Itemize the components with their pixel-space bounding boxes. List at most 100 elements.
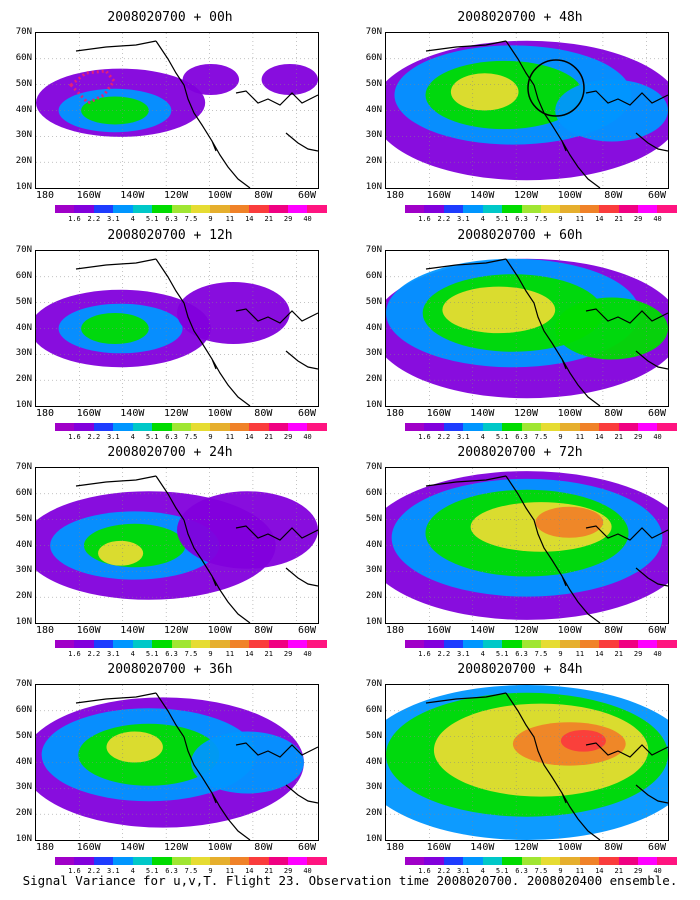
colorbar-swatch	[307, 857, 327, 865]
x-tick-label: 180	[35, 408, 55, 419]
y-tick-label: 50N	[365, 296, 382, 307]
colorbar-label: 2.2	[437, 867, 451, 875]
colorbar-swatch	[113, 857, 133, 865]
map-panel-36h: 2008020700 + 36h 70N 60N 50N 40N 30N 20N 10N 180…	[0, 662, 340, 877]
x-tick-label: 140W	[470, 842, 495, 853]
colorbar-label: 3.1	[106, 650, 120, 658]
y-tick-label: 70N	[15, 245, 32, 255]
colorbar-label: 1.6	[418, 433, 431, 441]
y-tick-label: 70N	[365, 245, 382, 255]
x-tick-label: 60W	[647, 190, 667, 201]
colorbar-swatch	[132, 205, 153, 213]
colorbar-label: 14	[245, 867, 254, 875]
colorbar-swatch	[521, 423, 541, 431]
colorbar-label: 1.6	[418, 650, 431, 658]
colorbar-swatch	[249, 857, 269, 865]
x-tick-label: 100W	[557, 408, 582, 419]
colorbar-label: 29	[283, 433, 293, 441]
colorbar-swatch	[463, 857, 483, 865]
coastline	[75, 692, 318, 840]
y-tick-label: 10N	[15, 834, 32, 844]
colorbar-swatch	[560, 205, 580, 213]
colorbar-label: 9	[558, 433, 563, 441]
colorbar-swatch	[307, 640, 327, 648]
colorbar-swatch	[579, 640, 600, 648]
colorbar-label: 7.5	[534, 650, 548, 658]
colorbar-swatch	[210, 857, 230, 865]
y-tick-label: 70N	[15, 462, 32, 472]
colorbar-swatch	[288, 640, 308, 648]
variance-contour-4	[555, 297, 668, 360]
colorbar-swatch	[579, 423, 600, 431]
colorbar-label: 7.5	[534, 867, 548, 875]
colorbar-label: 9	[208, 433, 213, 441]
colorbar-swatch	[190, 205, 211, 213]
y-tick-label: 30N	[15, 348, 32, 359]
colorbar-swatch	[229, 857, 250, 865]
colorbar-swatch	[618, 423, 639, 431]
colorbar-label: 14	[595, 867, 604, 875]
colorbar-label: 21	[264, 650, 273, 658]
colorbar-swatch	[540, 423, 561, 431]
x-tick-label: 160W	[76, 408, 101, 419]
variance-contour-2	[81, 313, 149, 344]
colorbar-swatch	[618, 857, 639, 865]
y-tick-label: 20N	[365, 808, 382, 819]
x-tick-label: 140W	[120, 408, 145, 419]
colorbar-swatch	[521, 205, 541, 213]
x-tick-label: 60W	[297, 842, 317, 853]
y-tick-label: 30N	[15, 130, 32, 141]
y-tick-label: 60N	[15, 52, 32, 63]
colorbar-label: 29	[283, 650, 293, 658]
colorbar-swatch	[55, 640, 75, 648]
y-tick-label: 20N	[365, 591, 382, 602]
x-tick-label: 80W	[254, 625, 273, 636]
colorbar-swatch	[74, 205, 94, 213]
colorbar-swatch	[268, 640, 289, 648]
colorbar-label: 7.5	[184, 650, 198, 658]
colorbar-swatch	[55, 857, 75, 865]
colorbar-label: 5.1	[145, 650, 159, 658]
colorbar-swatch	[229, 205, 250, 213]
variance-contour-4	[177, 491, 318, 569]
colorbar-label: 7.5	[534, 215, 548, 223]
colorbar-label: 6.3	[515, 215, 528, 223]
variance-contour-3	[442, 286, 556, 334]
colorbar-swatch	[463, 640, 483, 648]
x-tick-label: 180	[385, 625, 405, 636]
colorbar	[55, 423, 327, 431]
x-tick-label: 160W	[426, 408, 451, 419]
colorbar-swatch	[288, 205, 308, 213]
colorbar-swatch	[405, 205, 425, 213]
y-tick-label: 70N	[365, 27, 382, 37]
panel-title: 2008020700 + 84h	[457, 662, 583, 677]
colorbar-label: 5.1	[495, 650, 509, 658]
colorbar-swatch	[210, 423, 230, 431]
colorbar-swatch	[657, 423, 677, 431]
colorbar-swatch	[93, 423, 114, 431]
colorbar-label: 5.1	[145, 215, 159, 223]
y-tick-label: 20N	[15, 374, 32, 385]
x-tick-label: 140W	[120, 625, 145, 636]
x-tick-label: 160W	[76, 842, 101, 853]
y-tick-label: 40N	[365, 539, 382, 550]
colorbar-swatch	[502, 857, 522, 865]
colorbar-label: 4	[480, 215, 485, 223]
variance-map	[35, 467, 319, 624]
colorbar-label: 11	[225, 433, 235, 441]
colorbar-swatch	[74, 857, 94, 865]
y-tick-label: 10N	[365, 834, 382, 844]
x-tick-label: 80W	[604, 408, 623, 419]
x-tick-label: 120W	[163, 625, 189, 636]
colorbar-swatch	[93, 857, 114, 865]
variance-contour-4	[535, 506, 604, 538]
colorbar-label: 5.1	[495, 433, 509, 441]
colorbar-label: 1.6	[68, 867, 81, 875]
colorbar-label: 6.3	[515, 650, 528, 658]
colorbar-swatch	[210, 640, 230, 648]
y-tick-label: 50N	[365, 78, 382, 89]
colorbar-label: 1.6	[418, 215, 431, 223]
colorbar-swatch	[190, 423, 211, 431]
colorbar-swatch	[405, 857, 425, 865]
colorbar-label: 9	[558, 215, 563, 223]
